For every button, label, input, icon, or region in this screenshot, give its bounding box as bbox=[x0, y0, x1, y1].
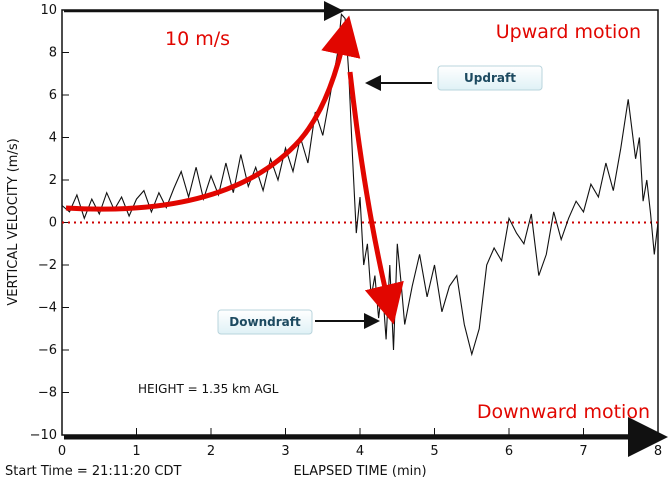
downward-motion-label: Downward motion bbox=[477, 401, 650, 423]
x-tick-label: 0 bbox=[58, 444, 66, 459]
updraft-label: Updraft bbox=[464, 71, 516, 85]
y-tick-label: −8 bbox=[38, 386, 57, 401]
x-tick-label: 6 bbox=[505, 444, 513, 459]
rise-trend-arrow bbox=[65, 15, 361, 212]
x-tick-label: 4 bbox=[356, 444, 364, 459]
y-tick-label: 4 bbox=[49, 131, 57, 146]
plot-frame bbox=[61, 9, 659, 436]
y-tick-label: −10 bbox=[30, 428, 57, 443]
y-tick-group: 10 8 6 4 2 0 −2 −4 −6 −8 −10 bbox=[30, 3, 69, 443]
x-tick-label: 1 bbox=[132, 444, 140, 459]
x-tick-label: 2 bbox=[207, 444, 215, 459]
downdraft-label: Downdraft bbox=[229, 315, 301, 329]
y-tick-label: −6 bbox=[38, 343, 57, 358]
y-tick-label: 6 bbox=[49, 88, 57, 103]
y-tick-label: −4 bbox=[38, 301, 57, 316]
y-tick-label: 0 bbox=[49, 216, 57, 231]
x-tick-label: 7 bbox=[579, 444, 587, 459]
y-tick-label: 2 bbox=[49, 173, 57, 188]
y-tick-label: 8 bbox=[49, 46, 57, 61]
x-tick-label: 5 bbox=[430, 444, 438, 459]
x-tick-label: 8 bbox=[654, 444, 662, 459]
x-axis-title: ELAPSED TIME (min) bbox=[293, 464, 426, 479]
y-tick-label: 10 bbox=[40, 3, 57, 18]
downdraft-callout-box bbox=[217, 309, 313, 335]
peak-velocity-label: 10 m/s bbox=[165, 28, 230, 50]
y-axis-title: VERTICAL VELOCITY (m/s) bbox=[6, 138, 21, 305]
x-tick-label: 3 bbox=[281, 444, 289, 459]
x-tick-group: 0 1 2 3 4 5 6 7 8 bbox=[58, 428, 662, 459]
upward-motion-label: Upward motion bbox=[496, 21, 641, 43]
start-time-label: Start Time = 21:11:20 CDT bbox=[5, 464, 181, 479]
fall-trend-arrow bbox=[347, 71, 404, 325]
series-line-vertical-velocity bbox=[61, 12, 659, 357]
y-tick-label: −2 bbox=[38, 258, 57, 273]
updraft-callout-box bbox=[437, 65, 543, 91]
height-note: HEIGHT = 1.35 km AGL bbox=[138, 382, 279, 396]
